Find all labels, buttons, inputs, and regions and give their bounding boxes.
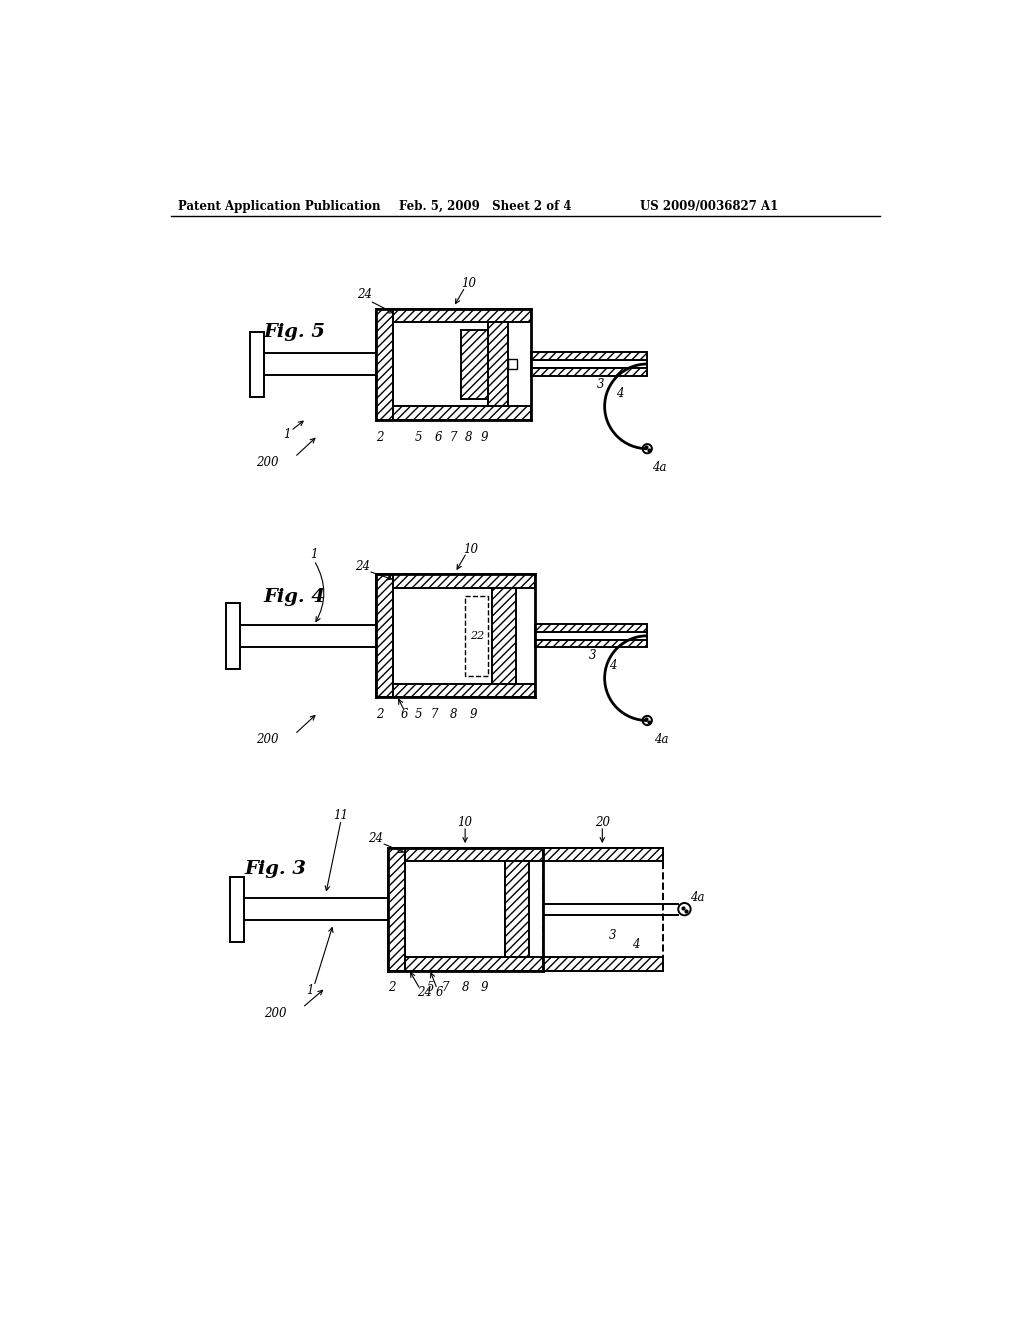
Text: 1: 1 xyxy=(310,548,317,561)
Text: 200: 200 xyxy=(264,1007,287,1019)
Text: 20: 20 xyxy=(595,816,610,829)
Text: 4a: 4a xyxy=(651,462,667,474)
Text: 200: 200 xyxy=(256,733,279,746)
Text: Fig. 3: Fig. 3 xyxy=(245,861,306,878)
Bar xyxy=(388,957,543,970)
Text: US 2009/0036827 A1: US 2009/0036827 A1 xyxy=(640,199,778,213)
Bar xyxy=(376,574,393,697)
Text: 9: 9 xyxy=(480,981,488,994)
Text: 10: 10 xyxy=(463,543,478,556)
Bar xyxy=(376,309,393,420)
Bar xyxy=(241,626,376,647)
Text: 4: 4 xyxy=(616,387,624,400)
Text: 2: 2 xyxy=(388,981,395,994)
Text: 4a: 4a xyxy=(654,733,669,746)
Bar xyxy=(531,360,647,368)
Text: 24: 24 xyxy=(357,288,372,301)
Text: 8: 8 xyxy=(462,981,469,994)
Bar xyxy=(393,322,488,407)
Bar xyxy=(535,640,647,647)
Text: 8: 8 xyxy=(450,708,458,721)
Bar xyxy=(543,847,663,862)
Text: 11: 11 xyxy=(334,809,348,822)
Text: 2: 2 xyxy=(376,708,384,721)
Text: 2: 2 xyxy=(376,430,384,444)
Text: 24: 24 xyxy=(369,832,384,845)
Text: 6: 6 xyxy=(401,708,409,721)
Bar xyxy=(376,407,531,420)
Text: 6: 6 xyxy=(434,430,441,444)
Text: 9: 9 xyxy=(469,708,476,721)
Bar xyxy=(543,847,663,970)
Bar xyxy=(376,684,535,697)
Bar xyxy=(488,322,508,407)
Text: Patent Application Publication: Patent Application Publication xyxy=(178,199,381,213)
Text: Feb. 5, 2009   Sheet 2 of 4: Feb. 5, 2009 Sheet 2 of 4 xyxy=(399,199,571,213)
Text: 3: 3 xyxy=(608,929,616,942)
Text: 5: 5 xyxy=(415,430,422,444)
Bar xyxy=(535,624,647,632)
Bar xyxy=(531,368,647,376)
Bar xyxy=(263,354,376,375)
Text: Fig. 4: Fig. 4 xyxy=(263,589,326,606)
Text: 10: 10 xyxy=(458,816,473,829)
Text: 24: 24 xyxy=(354,560,370,573)
Text: 7: 7 xyxy=(450,430,458,444)
Bar xyxy=(535,632,647,640)
Bar xyxy=(388,847,404,970)
Bar xyxy=(543,957,663,970)
Bar xyxy=(508,359,517,368)
Bar xyxy=(465,595,488,676)
Bar xyxy=(461,330,488,399)
Text: 7: 7 xyxy=(442,981,450,994)
Text: 8: 8 xyxy=(465,430,473,444)
Text: 4a: 4a xyxy=(690,891,705,904)
Bar xyxy=(250,331,263,397)
Bar xyxy=(245,899,388,920)
Text: 3: 3 xyxy=(597,378,604,391)
Text: 4: 4 xyxy=(632,939,639,952)
Bar xyxy=(404,862,506,957)
Text: 9: 9 xyxy=(480,430,488,444)
Text: 24: 24 xyxy=(417,986,431,999)
Bar xyxy=(531,352,647,360)
Bar xyxy=(230,876,245,942)
Text: 5: 5 xyxy=(415,708,422,721)
Text: Fig. 5: Fig. 5 xyxy=(263,322,326,341)
Text: 6: 6 xyxy=(436,986,443,999)
Text: 5: 5 xyxy=(427,981,434,994)
Bar xyxy=(493,589,515,684)
Bar xyxy=(376,309,531,322)
Text: 1: 1 xyxy=(283,428,291,441)
Text: 22: 22 xyxy=(470,631,484,640)
Bar xyxy=(388,847,543,862)
Text: 7: 7 xyxy=(430,708,438,721)
Bar xyxy=(506,862,528,957)
Text: 1: 1 xyxy=(306,983,314,997)
Text: 4: 4 xyxy=(608,659,616,672)
Text: 3: 3 xyxy=(589,649,597,663)
Bar xyxy=(376,574,535,589)
Bar xyxy=(393,589,493,684)
Text: 10: 10 xyxy=(462,277,476,290)
Bar xyxy=(226,603,241,669)
Text: 200: 200 xyxy=(256,455,279,469)
